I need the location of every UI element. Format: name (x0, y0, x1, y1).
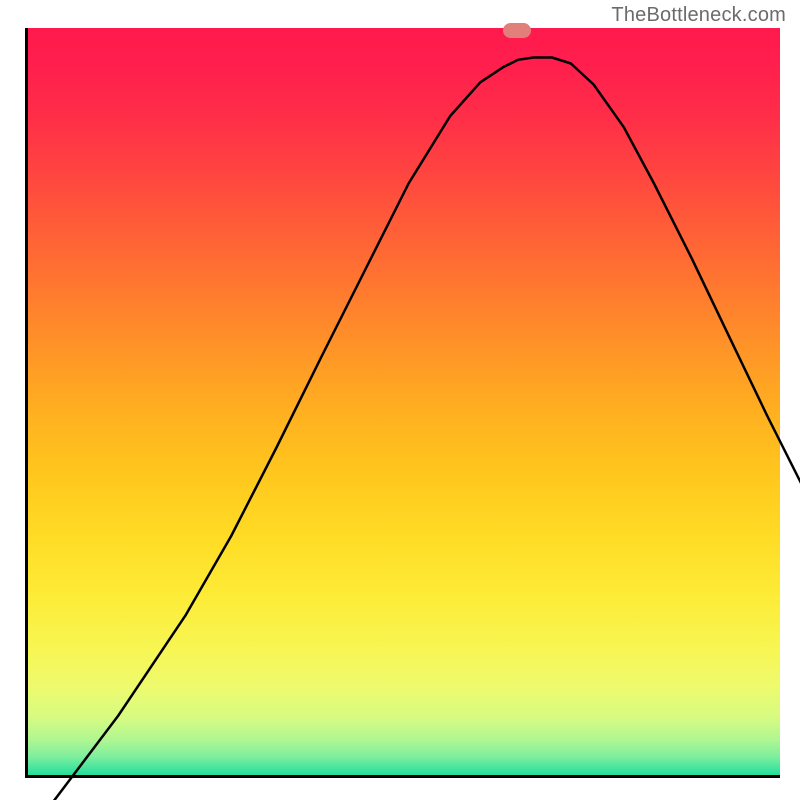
chart-container: TheBottleneck.com (0, 0, 800, 800)
bottleneck-curve (50, 56, 800, 800)
y-axis (25, 28, 28, 778)
x-axis (25, 775, 780, 778)
watermark-text: TheBottleneck.com (611, 4, 786, 27)
plot-area (25, 28, 780, 778)
optimal-marker (503, 23, 531, 38)
